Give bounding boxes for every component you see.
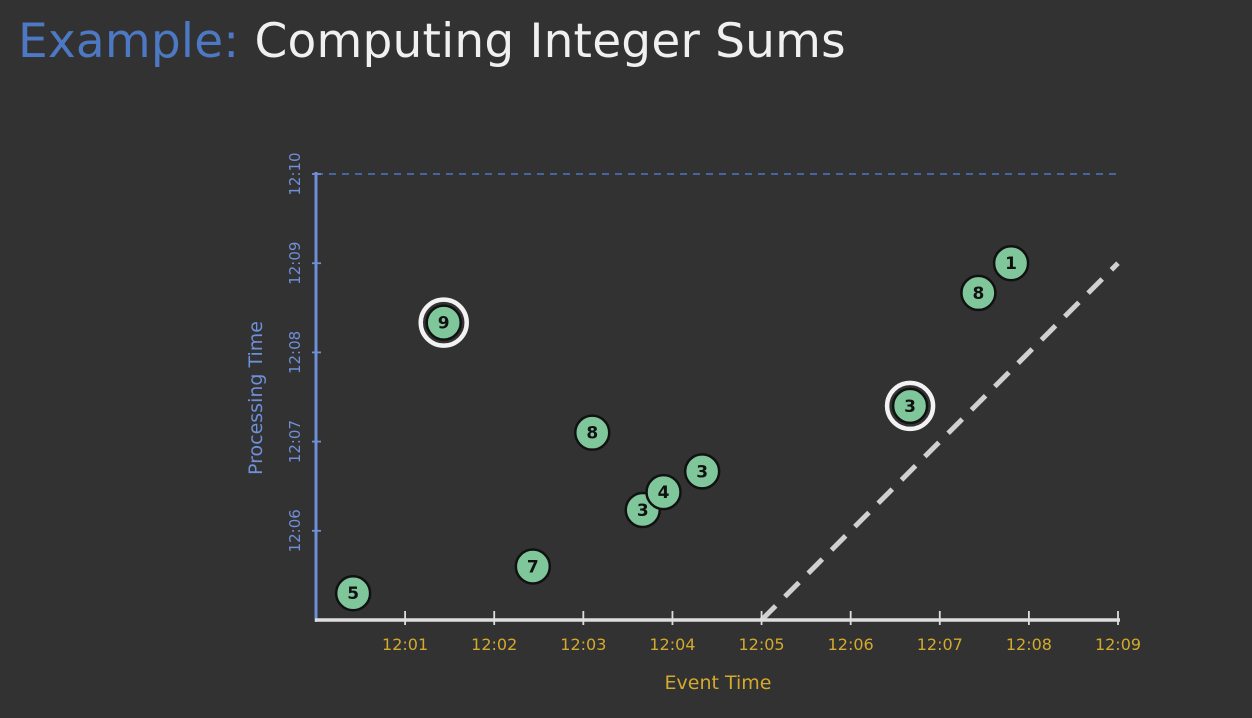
- x-tick-label: 12:09: [1095, 635, 1141, 654]
- title-main: Computing Integer Sums: [254, 14, 846, 69]
- y-axis-title: Processing Time: [245, 321, 267, 475]
- y-tick-label: 12:09: [286, 242, 304, 285]
- data-point-label: 4: [658, 483, 670, 503]
- data-point-label: 3: [696, 462, 708, 482]
- y-tick-label: 12:10: [286, 152, 304, 195]
- data-point: [514, 548, 552, 585]
- y-tick-label: 12:08: [286, 331, 304, 374]
- x-tick-label: 12:01: [382, 635, 428, 654]
- x-tick-label: 12:07: [917, 635, 963, 654]
- slide-title: Example: Computing Integer Sums: [18, 14, 846, 69]
- data-point-label: 9: [438, 314, 450, 334]
- x-tick-label: 12:02: [471, 635, 517, 654]
- x-tick-label: 12:04: [649, 635, 695, 654]
- data-point: [645, 473, 682, 511]
- data-point: [425, 304, 462, 341]
- x-tick-label: 12:03: [560, 635, 606, 654]
- highlight-ring: [884, 380, 936, 432]
- data-point-label: 8: [972, 284, 984, 304]
- y-tick-label: 12:07: [286, 420, 304, 463]
- title-prefix: Example:: [18, 14, 240, 69]
- data-point: [992, 244, 1030, 282]
- data-point-label: 1: [1005, 254, 1017, 274]
- x-axis-title: Event Time: [665, 672, 772, 694]
- data-point-label: 7: [527, 557, 539, 577]
- x-tick-label: 12:08: [1006, 635, 1052, 654]
- x-tick-label: 12:06: [828, 635, 874, 654]
- data-point: [960, 274, 997, 312]
- data-point: [334, 574, 372, 612]
- data-point: [891, 387, 929, 425]
- data-point-label: 5: [347, 584, 359, 604]
- data-point: [683, 453, 721, 490]
- y-tick-label: 12:06: [286, 509, 304, 552]
- data-point-label: 8: [586, 424, 598, 444]
- data-point: [573, 414, 611, 451]
- highlight-ring: [418, 297, 469, 348]
- x-tick-label: 12:05: [739, 635, 785, 654]
- data-point-label: 3: [637, 501, 649, 521]
- data-point-label: 3: [904, 397, 916, 417]
- watermark-line: [759, 261, 1120, 622]
